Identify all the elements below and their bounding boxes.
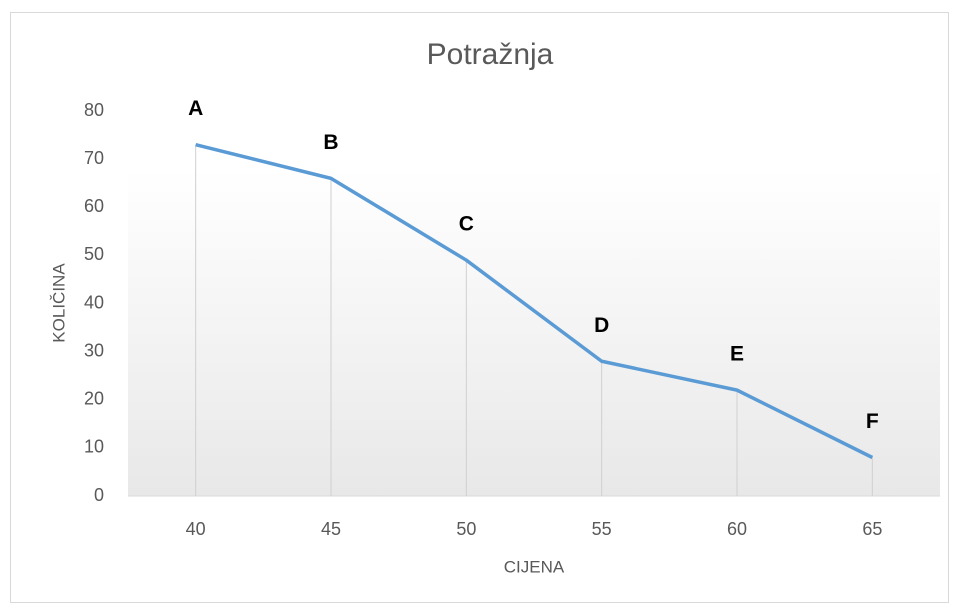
plot-area <box>128 111 940 496</box>
y-tick-label: 30 <box>84 340 104 360</box>
point-label: F <box>866 410 879 433</box>
x-tick-label: 60 <box>727 519 747 539</box>
point-label: B <box>323 131 338 154</box>
y-tick-label: 60 <box>84 196 104 216</box>
chart-title: Potražnja <box>427 38 554 71</box>
y-tick-label: 50 <box>84 244 104 264</box>
line <box>195 142 874 460</box>
x-tick-label: 55 <box>592 519 612 539</box>
x-tick-label: 40 <box>186 519 206 539</box>
point-label: D <box>594 314 609 337</box>
point-label: C <box>459 213 474 236</box>
y-axis-label: KOLIČINA <box>49 263 68 343</box>
x-axis-label: CIJENA <box>504 557 565 576</box>
y-tick-label: 20 <box>84 389 104 409</box>
y-tick-label: 40 <box>84 292 104 312</box>
x-tick-label: 45 <box>321 519 341 539</box>
x-tick-label: 65 <box>862 519 882 539</box>
point-label: A <box>188 97 203 120</box>
x-tick-label: 50 <box>456 519 476 539</box>
y-tick-label: 70 <box>84 148 104 168</box>
y-tick-label: 0 <box>94 485 104 505</box>
point-label: E <box>730 343 744 366</box>
y-tick-label: 10 <box>84 437 104 457</box>
y-tick-label: 80 <box>84 100 104 120</box>
